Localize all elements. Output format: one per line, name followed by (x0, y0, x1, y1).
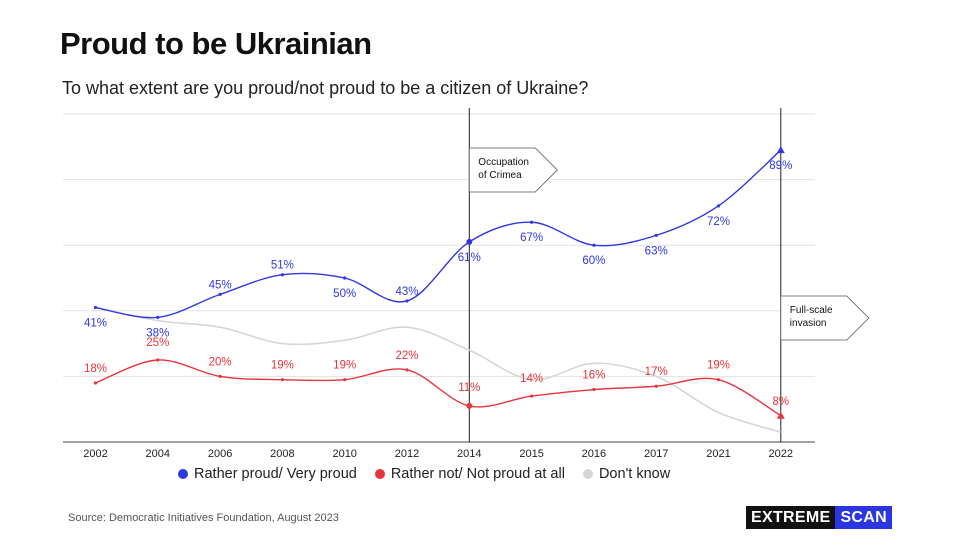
x-tick-label: 2004 (146, 448, 170, 460)
data-point-not-proud (654, 384, 658, 388)
legend-label-proud: Rather proud/ Very proud (194, 466, 357, 482)
data-point-not-proud (343, 378, 347, 382)
data-point-proud (530, 220, 534, 224)
data-point-proud (156, 315, 160, 319)
event-callout-text: Full-scale (790, 305, 833, 316)
brand-logo: EXTREME SCAN (746, 506, 892, 529)
data-label-proud: 51% (271, 260, 294, 272)
data-point-not-proud (280, 378, 284, 382)
data-point-proud (343, 276, 347, 280)
data-point-proud (405, 299, 409, 303)
source-note: Source: Democratic Initiatives Foundatio… (68, 512, 339, 524)
data-label-not-proud: 22% (395, 350, 418, 362)
data-label-proud: 38% (146, 327, 169, 339)
data-label-not-proud: 18% (84, 363, 107, 375)
legend-swatch-proud (178, 469, 188, 479)
data-label-proud: 72% (707, 216, 730, 228)
legend-item-not-proud: Rather not/ Not proud at all (374, 466, 565, 482)
x-tick-label: 2014 (457, 448, 481, 460)
x-tick-label: 2010 (332, 448, 356, 460)
x-tick-label: 2017 (644, 448, 668, 460)
x-tick-label: 2021 (706, 448, 730, 460)
series-line-not-proud (95, 359, 782, 417)
x-tick-label: 2008 (270, 448, 294, 460)
data-label-not-proud: 19% (707, 360, 730, 372)
x-tick-label: 2002 (83, 448, 107, 460)
legend-swatch-not-proud (374, 469, 385, 479)
data-label-proud: 61% (458, 252, 481, 264)
x-tick-label: 2016 (582, 448, 606, 460)
data-point-not-proud (466, 402, 473, 409)
data-label-proud: 50% (333, 288, 356, 300)
x-tick-label: 2006 (208, 448, 232, 460)
data-point-proud (218, 292, 222, 296)
data-label-not-proud: 14% (520, 373, 543, 385)
data-point-proud (93, 305, 98, 310)
data-point-not-proud (592, 387, 596, 392)
legend-label-dont-know: Don't know (598, 466, 671, 482)
data-point-not-proud (716, 378, 721, 382)
data-label-not-proud: 19% (333, 360, 356, 372)
chart-subtitle: To what extent are you proud/not proud t… (62, 78, 589, 98)
data-point-not-proud (776, 411, 785, 419)
legend-label-not-proud: Rather not/ Not proud at all (390, 466, 565, 482)
x-tick-label: 2012 (395, 448, 419, 460)
event-callout-text: Occupation (478, 157, 529, 168)
data-point-not-proud (405, 368, 409, 372)
data-label-not-proud: 16% (582, 370, 605, 382)
data-label-proud: 45% (209, 279, 232, 291)
data-label-not-proud: 20% (209, 356, 232, 368)
data-label-not-proud: 25% (146, 337, 169, 349)
data-point-not-proud (530, 394, 534, 398)
data-point-proud (776, 146, 785, 154)
data-point-proud (592, 243, 596, 247)
data-point-not-proud (93, 381, 98, 385)
data-label-not-proud: 11% (458, 382, 480, 394)
data-point-not-proud (218, 374, 222, 378)
legend-item-dont-know: Don't know (582, 466, 671, 482)
event-callout-text: invasion (790, 318, 827, 329)
data-point-not-proud (156, 358, 160, 362)
data-point-proud (654, 233, 658, 237)
data-label-proud: 43% (395, 286, 418, 298)
data-point-proud (466, 238, 473, 245)
logo-part-1: EXTREME (746, 506, 836, 529)
data-label-not-proud: 8% (772, 396, 789, 408)
event-callout-box (780, 295, 870, 341)
data-label-not-proud: 17% (645, 366, 668, 378)
event-callout-text: of Crimea (478, 170, 522, 181)
x-tick-label: 2015 (519, 448, 543, 460)
legend-item-proud: Rather proud/ Very proud (178, 466, 357, 482)
data-point-proud (716, 204, 721, 208)
logo-part-2: SCAN (835, 506, 892, 529)
chart-title: Proud to be Ukrainian (60, 26, 372, 61)
legend-swatch-dont-know (582, 469, 593, 479)
data-label-not-proud: 19% (271, 360, 294, 372)
data-label-proud: 67% (520, 232, 543, 244)
data-label-proud: 60% (582, 255, 605, 267)
series-line-proud (95, 149, 782, 319)
event-callout-box (468, 147, 558, 193)
series-line-dont-know (95, 306, 782, 433)
x-tick-label: 2022 (769, 448, 793, 460)
data-label-proud: 41% (84, 318, 107, 330)
data-label-proud: 63% (645, 245, 668, 257)
legend: Rather proud/ Very proud Rather not/ Not… (178, 466, 670, 482)
data-label-proud: 89% (769, 160, 792, 172)
data-point-proud (280, 273, 284, 277)
